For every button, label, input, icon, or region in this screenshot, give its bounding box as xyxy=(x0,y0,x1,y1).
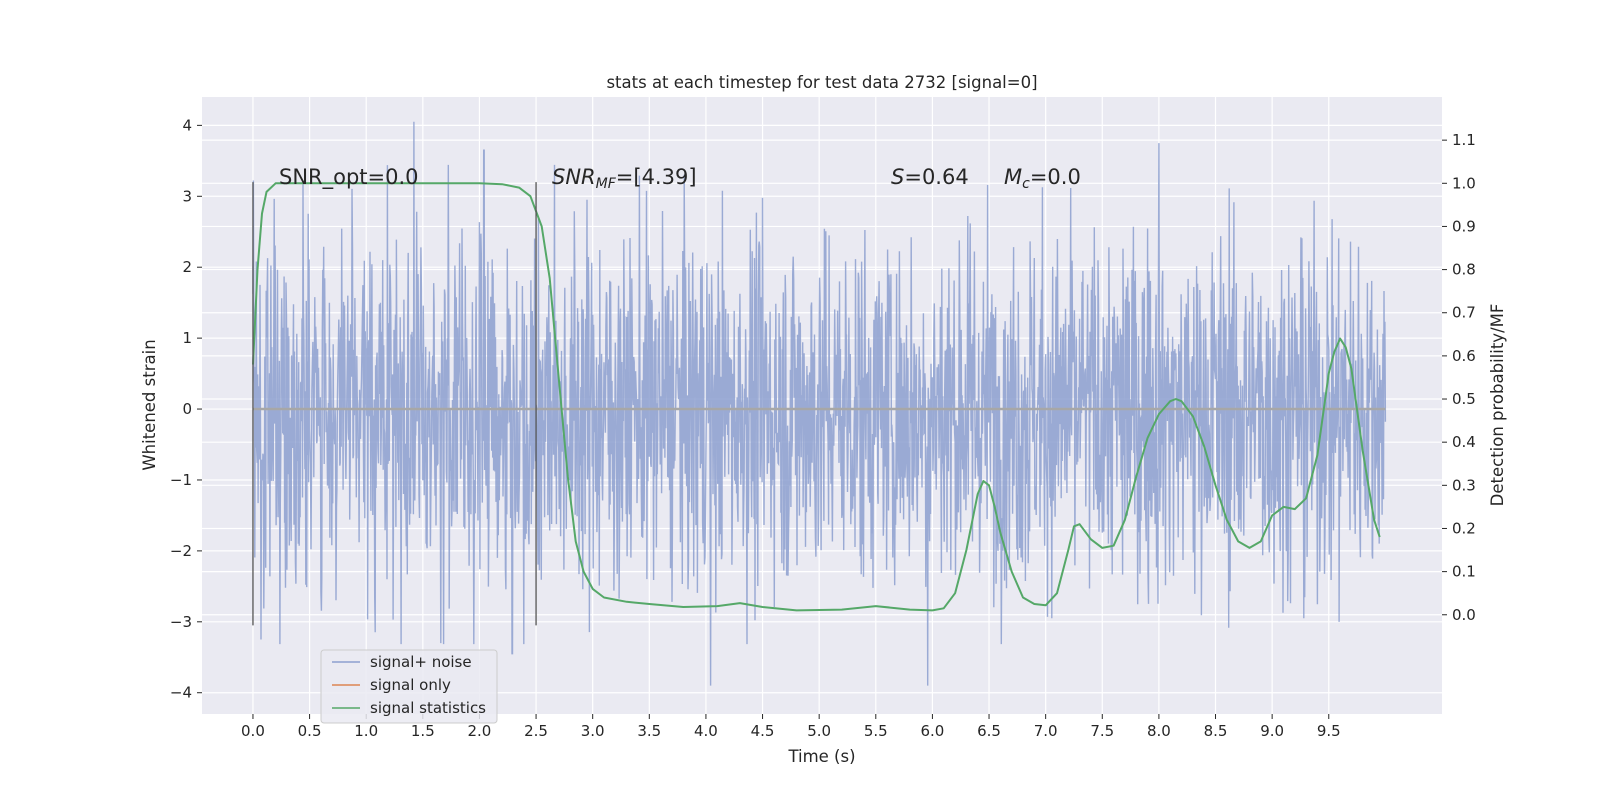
annotation-snr-mf: SNRMF=[4.39] xyxy=(552,165,697,192)
y-right-tick-label: 0.0 xyxy=(1452,606,1476,624)
y-right-tick-label: 0.5 xyxy=(1452,390,1476,408)
x-tick-label: 6.5 xyxy=(977,722,1001,740)
annotation-mc-value: =0.0 xyxy=(1030,165,1081,189)
legend-label-signal-only: signal only xyxy=(370,676,451,694)
x-axis-label: Time (s) xyxy=(787,747,855,766)
y-right-tick-label: 0.7 xyxy=(1452,304,1476,322)
marker-layer xyxy=(252,182,537,626)
y-tick-label: −1 xyxy=(170,471,192,489)
annotation-snr-mf-sub: MF xyxy=(596,176,617,192)
x-tick-label: 2.0 xyxy=(468,722,492,740)
y-tick-label: 1 xyxy=(182,329,192,347)
y-right-tick-label: 0.8 xyxy=(1452,261,1476,279)
y-right-tick-label: 0.4 xyxy=(1452,433,1476,451)
x-tick-label: 9.0 xyxy=(1260,722,1284,740)
y-right-tick-label: 0.6 xyxy=(1452,347,1476,365)
x-tick-label: 6.0 xyxy=(920,722,944,740)
x-tick-label: 4.0 xyxy=(694,722,718,740)
series-signal-statistics xyxy=(252,182,1381,612)
y-tick-label: 2 xyxy=(182,258,192,276)
x-tick-label: 8.0 xyxy=(1147,722,1171,740)
y-right-tick-label: 0.9 xyxy=(1452,217,1476,235)
x-tick-label: 4.5 xyxy=(751,722,775,740)
y-tick-label: 0 xyxy=(182,400,192,418)
annotation-mc: Mc=0.0 xyxy=(1004,165,1081,192)
annotation-snr-opt: SNR_opt=0.0 xyxy=(279,165,419,190)
x-tick-label: 1.5 xyxy=(411,722,435,740)
x-tick-label: 7.5 xyxy=(1090,722,1114,740)
y-right-tick-label: 1.1 xyxy=(1452,131,1476,149)
y-right-tick-label: 0.2 xyxy=(1452,519,1476,537)
x-tick-label: 8.5 xyxy=(1204,722,1228,740)
x-tick-label: 2.5 xyxy=(524,722,548,740)
x-tick-label: 0.0 xyxy=(241,722,265,740)
x-tick-label: 0.5 xyxy=(298,722,322,740)
annotation-snr-mf-value: =[4.39] xyxy=(616,165,697,189)
series-layer xyxy=(252,182,1386,612)
x-tick-label: 1.0 xyxy=(354,722,378,740)
legend-box xyxy=(320,649,498,724)
x-tick-label: 3.5 xyxy=(637,722,661,740)
y-right-tick-label: 0.1 xyxy=(1452,563,1476,581)
y-axis-label: Whitened strain xyxy=(140,339,159,470)
y-right-tick-label: 1.0 xyxy=(1452,174,1476,192)
noise-layer xyxy=(252,121,1387,686)
x-tick-label: 5.5 xyxy=(864,722,888,740)
annotation-snr-mf-prefix: SNR xyxy=(552,165,596,189)
x-tick-label: 5.0 xyxy=(807,722,831,740)
x-tick-label: 7.0 xyxy=(1034,722,1058,740)
chart-title: stats at each timestep for test data 273… xyxy=(606,73,1037,92)
y-tick-label: −2 xyxy=(170,542,192,560)
y-axis-label-right: Detection probability/MF xyxy=(1488,304,1507,507)
annotation-mc-label: M xyxy=(1004,165,1022,189)
tick-layer: 0.0 0.5 1.0 1.5 2.0 2.5 3.0 3.5 4.0 4.5 5.0 5.5 6.0 6… xyxy=(170,116,1476,740)
y-tick-label: 3 xyxy=(182,187,192,205)
legend-label-signal-statistics: signal statistics xyxy=(370,699,486,717)
x-tick-label: 3.0 xyxy=(581,722,605,740)
series-signal-noise xyxy=(252,121,1387,686)
y-tick-label: 4 xyxy=(182,116,192,134)
y-tick-label: −3 xyxy=(170,613,192,631)
y-tick-label: −4 xyxy=(170,684,192,702)
legend-label-signal-noise: signal+ noise xyxy=(370,653,472,671)
annotation-s-value: =0.64 xyxy=(904,165,968,189)
annotation-s-label: S xyxy=(891,165,904,189)
x-tick-label: 9.5 xyxy=(1317,722,1341,740)
legend: signal+ noise signal only signal statist… xyxy=(320,649,498,724)
y-right-tick-label: 0.3 xyxy=(1452,476,1476,494)
annotation-s: S=0.64 xyxy=(891,165,969,189)
annotation-mc-sub: c xyxy=(1022,176,1030,192)
